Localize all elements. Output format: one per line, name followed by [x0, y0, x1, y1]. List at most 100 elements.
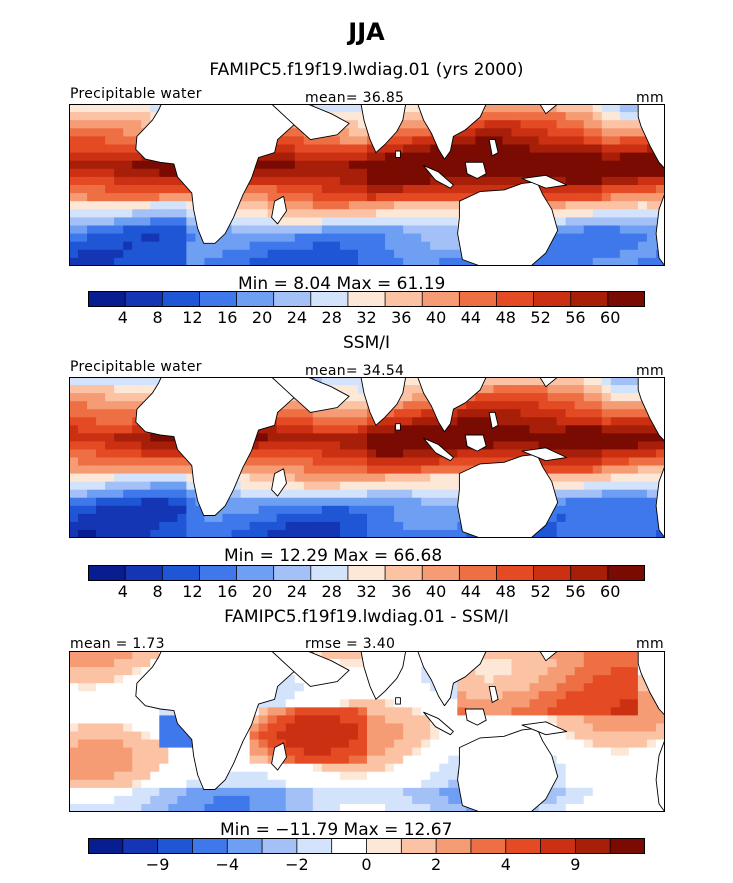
colorbar-swatch	[199, 565, 238, 581]
colorbar-swatch	[607, 291, 645, 307]
colorbar-tick-label: 16	[217, 582, 238, 601]
panel-3-units-label: mm	[636, 636, 664, 652]
colorbar-tick-label: 20	[251, 582, 273, 601]
coastline-india	[360, 104, 407, 154]
colorbar-swatch	[161, 291, 201, 307]
coastline-borneo	[464, 434, 487, 452]
panel-3-colorbar	[88, 838, 645, 854]
coastline-philippines	[488, 685, 499, 703]
colorbar-tick-label: −4	[215, 855, 240, 874]
colorbar-tick-label: 12	[182, 308, 203, 327]
colorbar-tick-label: 52	[530, 582, 551, 601]
coastline-sumatra	[423, 165, 454, 189]
colorbar-tick-label: 4	[117, 582, 128, 601]
colorbar-tick-label: −9	[145, 855, 170, 874]
colorbar-swatch	[273, 291, 312, 307]
colorbar-tick-label: 32	[356, 582, 377, 601]
colorbar-tick-label: 24	[286, 308, 308, 327]
colorbar-swatch	[88, 565, 127, 581]
colorbar-tick-label: 8	[152, 308, 163, 327]
colorbar-swatch	[574, 838, 612, 854]
colorbar-swatch	[310, 291, 349, 307]
coastline-newguinea	[521, 447, 568, 462]
panel-2-variable-label: Precipitable water	[70, 359, 202, 375]
colorbar-swatch	[347, 291, 386, 307]
coastline-borneo	[464, 161, 487, 179]
colorbar-tick-label: 28	[321, 582, 342, 601]
colorbar-tick-label: 48	[495, 308, 516, 327]
figure-title: JJA	[348, 18, 385, 46]
panel-3-minmax: Min = −11.79 Max = 12.67	[220, 820, 453, 840]
colorbar-swatch	[470, 838, 507, 854]
land-mask	[135, 651, 665, 812]
colorbar-swatch	[570, 291, 609, 307]
colorbar-swatch	[533, 291, 572, 307]
colorbar-swatch	[421, 565, 461, 581]
colorbar-swatch	[435, 838, 472, 854]
colorbar-tick-label: 36	[391, 582, 412, 601]
coastline-southamerica	[655, 192, 665, 266]
colorbar-swatch	[124, 291, 164, 307]
colorbar-swatch	[540, 838, 577, 854]
coastline-southamerica	[655, 739, 665, 812]
colorbar-swatch	[236, 291, 275, 307]
colorbar-tick-label: 28	[321, 308, 342, 327]
colorbar-tick-label: 40	[425, 582, 447, 601]
panel-3-rmse-label: rmse = 3.40	[305, 636, 396, 652]
colorbar-swatch	[273, 565, 312, 581]
coastline-madagascar	[271, 468, 287, 497]
coastline-australia	[457, 727, 559, 812]
panel-1-mean-label: mean= 36.85	[305, 90, 405, 106]
colorbar-tick-label: 56	[565, 582, 586, 601]
map-frame	[69, 651, 665, 812]
colorbar-swatch	[161, 565, 201, 581]
colorbar-swatch	[384, 291, 424, 307]
coastline-india	[360, 377, 407, 426]
coastline-sumatra	[423, 711, 454, 736]
colorbar-tick-label: 0	[361, 855, 372, 874]
colorbar-swatch	[570, 565, 609, 581]
colorbar-swatch	[607, 565, 645, 581]
coastline-africa	[135, 651, 314, 790]
panel-2-colorbar	[88, 565, 645, 581]
colorbar-tick-label: 52	[530, 308, 551, 327]
colorbar-tick-label: 44	[460, 582, 482, 601]
colorbar-swatch	[496, 565, 535, 581]
colorbar-tick-label: 44	[460, 308, 482, 327]
colorbar-tick-label: 20	[251, 308, 273, 327]
coastline-japan	[539, 104, 559, 115]
colorbar-tick-label: 32	[356, 308, 377, 327]
coastline-africa	[135, 104, 314, 244]
panel-1-minmax: Min = 8.04 Max = 61.19	[238, 274, 446, 294]
colorbar-swatch	[505, 838, 542, 854]
panel-2-subtitle: SSM/I	[343, 333, 390, 353]
panel-2-mean-label: mean= 34.54	[305, 363, 405, 379]
coastline-indochina	[417, 651, 487, 707]
coastline-americas	[637, 104, 665, 170]
colorbar-tick-label: 16	[217, 308, 238, 327]
colorbar-swatch	[261, 838, 298, 854]
colorbar-tick-label: 4	[500, 855, 511, 874]
coastline-newguinea	[521, 721, 568, 736]
panel-3-mean-label: mean = 1.73	[70, 636, 165, 652]
panel-1-variable-label: Precipitable water	[70, 86, 202, 102]
panel-1-units-label: mm	[636, 90, 664, 106]
coastline-philippines	[488, 411, 499, 429]
land-mask	[135, 377, 665, 538]
colorbar-swatch	[496, 291, 535, 307]
colorbar-tick-label: 8	[152, 582, 163, 601]
colorbar-swatch	[609, 838, 645, 854]
coastline-madagascar	[271, 742, 287, 771]
colorbar-swatch	[384, 565, 424, 581]
coastline-africa	[135, 377, 314, 516]
coastline-australia	[457, 453, 559, 538]
colorbar-tick-label: 2	[431, 855, 442, 874]
coastline-arabia	[271, 104, 350, 141]
colorbar-swatch	[400, 838, 438, 854]
map-frame	[69, 104, 665, 266]
colorbar-swatch	[236, 565, 275, 581]
colorbar-swatch	[199, 291, 238, 307]
coastline-australia	[457, 181, 559, 266]
land-mask	[135, 104, 665, 266]
coastline-sumatra	[423, 437, 454, 462]
